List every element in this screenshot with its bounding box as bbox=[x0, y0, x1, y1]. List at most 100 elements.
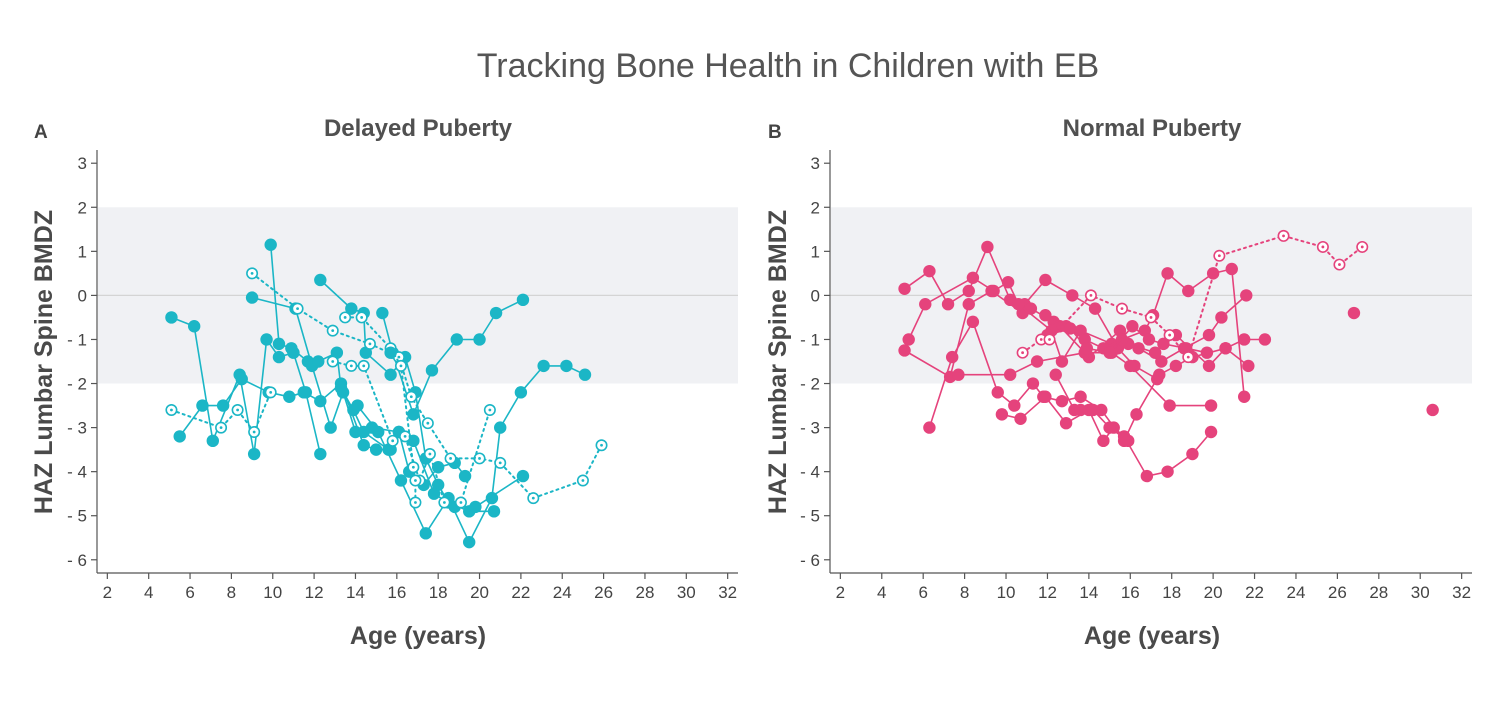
panel-a-y-tick-label: - 3 bbox=[67, 419, 87, 438]
panel-a-data-point-center bbox=[426, 421, 430, 425]
panel-b-data-point-center bbox=[1149, 316, 1153, 319]
panel-a-data-point bbox=[578, 368, 592, 381]
panel-b-data-point bbox=[1155, 355, 1168, 368]
panel-a-x-tick-label: 16 bbox=[387, 583, 406, 602]
panel-b: B Normal Puberty HAZ Lumbar Spine BMDZ A… bbox=[764, 115, 1472, 650]
panel-a-data-point-center bbox=[498, 461, 502, 465]
panel-b-data-point bbox=[991, 386, 1004, 399]
panel-a-series bbox=[384, 346, 397, 359]
panel-a-data-point-center bbox=[414, 501, 417, 504]
panel-a-x-tick-label: 14 bbox=[346, 583, 365, 602]
panel-b-y-axis-label: HAZ Lumbar Spine BMDZ bbox=[764, 210, 792, 514]
panel-b-y-tick-label: - 2 bbox=[800, 375, 820, 394]
panel-a-y-tick-label: 0 bbox=[78, 286, 87, 305]
panel-b-data-point bbox=[1142, 333, 1156, 346]
panel-b-data-point bbox=[1182, 284, 1195, 298]
panel-b-data-point bbox=[1161, 465, 1174, 478]
panel-b-letter: B bbox=[768, 122, 782, 143]
panel-b-data-point bbox=[1148, 346, 1162, 359]
panel-b-data-point bbox=[1074, 403, 1087, 417]
panel-a-title: Delayed Puberty bbox=[324, 115, 513, 142]
panel-b-data-point bbox=[1258, 333, 1272, 346]
panel-b-data-point bbox=[1140, 469, 1154, 483]
panel-a-data-point bbox=[537, 359, 550, 373]
panel-b-data-point bbox=[1163, 399, 1176, 412]
panel-b-series bbox=[1347, 306, 1439, 417]
panel-b-data-point bbox=[1153, 368, 1166, 381]
panel-b-y-tick-label: 0 bbox=[811, 286, 820, 305]
panel-b-x-tick-label: 20 bbox=[1204, 583, 1223, 602]
panel-b-data-point-center bbox=[1039, 338, 1043, 341]
panel-b-data-point bbox=[1074, 390, 1087, 403]
panel-a-y-tick-label: - 5 bbox=[67, 507, 87, 526]
panel-b-data-point bbox=[1225, 262, 1238, 276]
panel-a: A Delayed Puberty HAZ Lumbar Spine BMDZ … bbox=[30, 115, 738, 650]
panel-b-x-axis-label: Age (years) bbox=[1084, 622, 1220, 650]
panel-b-data-point bbox=[1240, 289, 1253, 302]
panel-b-x-tick-label: 12 bbox=[1038, 583, 1057, 602]
panel-b-y-tick-label: 3 bbox=[811, 154, 820, 173]
panel-b-data-point-center bbox=[1321, 245, 1325, 249]
panel-a-data-point bbox=[285, 342, 298, 355]
panel-b-y-tick-label: - 6 bbox=[800, 551, 820, 570]
panel-b-data-point bbox=[1206, 267, 1220, 280]
panel-b-data-point bbox=[1086, 403, 1100, 417]
panel-b-data-point bbox=[1024, 302, 1038, 315]
panel-b-data-point bbox=[941, 298, 955, 311]
panel-a-data-point bbox=[165, 311, 178, 324]
panel-b-x-tick-label: 18 bbox=[1162, 583, 1181, 602]
panel-b-data-point bbox=[1200, 346, 1214, 359]
panel-a-data-point bbox=[247, 447, 261, 461]
panel-b-data-point bbox=[1039, 273, 1052, 287]
panel-b-data-point bbox=[1055, 355, 1069, 368]
panel-b-data-point bbox=[1103, 421, 1116, 434]
panel-a-data-point-center bbox=[428, 452, 432, 456]
panel-b-data-point-center bbox=[1282, 234, 1285, 238]
panel-b-data-point bbox=[1126, 320, 1139, 333]
panel-b-data-point-center bbox=[1186, 355, 1190, 359]
panel-a-series bbox=[173, 372, 397, 456]
panel-b-x-tick-label: 2 bbox=[836, 583, 845, 602]
panel-a-data-point-center bbox=[349, 364, 353, 368]
panel-b-data-point bbox=[1186, 447, 1199, 461]
panel-a-data-point bbox=[407, 408, 420, 421]
panel-b-x-tick-label: 32 bbox=[1452, 583, 1471, 602]
panel-a-x-tick-label: 2 bbox=[103, 583, 112, 602]
panel-b-data-point bbox=[1157, 337, 1170, 351]
panel-b-data-point bbox=[1237, 390, 1251, 403]
panel-a-data-point bbox=[334, 381, 348, 395]
panel-b-data-point bbox=[1026, 377, 1040, 390]
panel-a-x-tick-label: 26 bbox=[594, 583, 613, 602]
panel-a-data-point bbox=[394, 474, 408, 487]
panel-a-data-point bbox=[560, 359, 573, 373]
panel-b-data-point-center bbox=[1048, 338, 1051, 341]
panel-a-data-point bbox=[216, 399, 230, 412]
panel-b-y-tick-label: - 4 bbox=[800, 463, 820, 482]
panel-b-x-tick-label: 22 bbox=[1245, 583, 1264, 602]
panel-a-data-point bbox=[425, 364, 439, 377]
panel-a-data-point bbox=[196, 399, 209, 412]
panel-b-data-point bbox=[898, 282, 911, 295]
panel-b-data-point bbox=[981, 240, 994, 254]
panel-b-y-tick-label: 1 bbox=[811, 242, 820, 261]
panel-a-series bbox=[165, 386, 277, 438]
panel-b-series bbox=[1049, 368, 1135, 448]
panel-b-data-point bbox=[966, 315, 980, 329]
panel-b-x-tick-label: 24 bbox=[1287, 583, 1306, 602]
panel-a-data-point bbox=[272, 337, 286, 351]
panel-a-data-point bbox=[458, 469, 472, 483]
panel-a-data-point bbox=[376, 306, 389, 320]
panel-b-data-point bbox=[1219, 342, 1232, 355]
panel-b-data-point bbox=[1012, 298, 1025, 311]
panel-a-x-tick-label: 12 bbox=[305, 583, 324, 602]
panel-a-data-point-center bbox=[403, 435, 407, 438]
panel-b-data-point-center bbox=[1360, 245, 1364, 249]
panel-b-data-point bbox=[952, 368, 965, 381]
panel-a-data-point bbox=[469, 500, 482, 514]
panel-a-data-point bbox=[314, 273, 327, 287]
panel-b-data-point bbox=[923, 421, 936, 434]
panel-a-data-point-center bbox=[399, 364, 403, 368]
panel-b-data-point bbox=[1103, 346, 1116, 359]
panel-a-y-axis-label: HAZ Lumbar Spine BMDZ bbox=[30, 210, 58, 514]
